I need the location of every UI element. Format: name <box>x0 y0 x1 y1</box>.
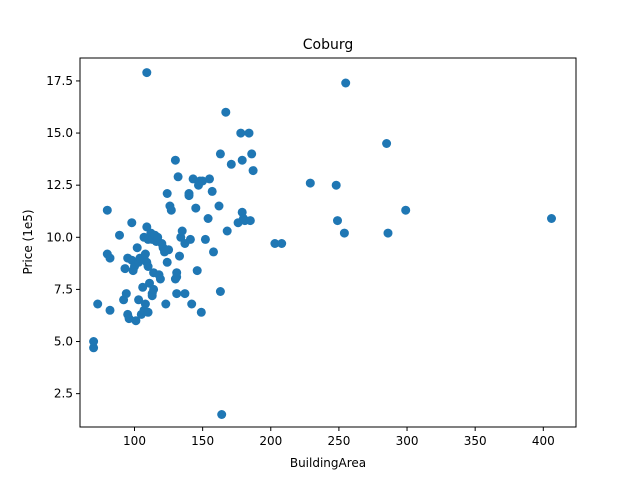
data-point <box>155 274 165 284</box>
y-tick-label: 12.5 <box>46 178 73 192</box>
data-point <box>131 316 141 326</box>
x-tick-label: 300 <box>396 434 419 448</box>
y-tick-label: 15.0 <box>46 126 73 140</box>
data-point <box>277 239 287 248</box>
data-point <box>105 305 115 315</box>
data-point <box>115 230 124 240</box>
data-point <box>124 314 134 324</box>
x-axis-label: BuildingArea <box>290 456 366 470</box>
data-point <box>89 337 99 346</box>
chart-title: Coburg <box>303 37 354 53</box>
data-point <box>175 251 184 261</box>
y-axis-label: Price (1e5) <box>21 209 35 274</box>
data-point <box>247 149 257 159</box>
data-point <box>188 174 198 184</box>
data-point <box>173 172 183 182</box>
data-point <box>127 218 137 228</box>
data-point <box>185 234 195 244</box>
y-tick-label: 2.5 <box>54 387 73 401</box>
data-point <box>382 139 392 148</box>
data-point <box>214 201 224 211</box>
data-point <box>121 289 131 299</box>
data-point <box>170 155 180 165</box>
data-point <box>244 128 254 138</box>
data-point <box>89 343 99 353</box>
data-point <box>222 226 232 236</box>
data-point <box>162 257 172 267</box>
data-point <box>187 299 197 309</box>
data-point <box>164 245 174 255</box>
data-point <box>102 205 112 215</box>
x-tick-label: 400 <box>532 434 555 448</box>
data-point <box>191 203 201 213</box>
data-point <box>209 247 218 257</box>
data-point <box>149 284 159 294</box>
data-point <box>140 299 150 309</box>
data-point <box>333 216 342 226</box>
data-point <box>339 228 349 238</box>
data-point <box>215 287 225 296</box>
y-tick-label: 10.0 <box>46 230 73 244</box>
data-point <box>547 214 556 223</box>
data-point <box>215 149 225 159</box>
x-tick-label: 350 <box>464 434 487 448</box>
x-tick-label: 100 <box>123 434 146 448</box>
plot-frame <box>79 57 577 428</box>
data-point <box>226 159 236 169</box>
data-point <box>331 180 341 190</box>
x-tick-label: 150 <box>191 434 214 448</box>
data-point <box>270 239 280 248</box>
data-point <box>143 307 153 317</box>
data-point <box>207 186 217 196</box>
data-points <box>89 68 556 419</box>
data-point <box>203 214 213 223</box>
data-point <box>172 268 182 278</box>
data-point <box>198 176 208 186</box>
data-point <box>138 282 148 292</box>
data-point <box>132 243 142 253</box>
data-point <box>341 78 351 88</box>
y-tick-label: 17.5 <box>46 74 73 88</box>
data-point <box>166 205 176 215</box>
y-axis-ticks: 2.5 5.0 7.5 10.0 12.5 15.0 17.5 <box>46 74 80 401</box>
data-point <box>180 289 190 299</box>
data-point <box>217 410 227 419</box>
data-point <box>196 307 206 317</box>
data-point <box>237 155 247 165</box>
data-point <box>245 216 255 226</box>
data-point <box>93 299 103 309</box>
x-tick-label: 200 <box>259 434 282 448</box>
data-point <box>161 299 171 309</box>
data-point <box>105 253 115 263</box>
data-point <box>200 234 210 244</box>
data-point <box>140 249 150 259</box>
data-point <box>184 189 194 198</box>
data-point <box>192 266 202 276</box>
data-point <box>305 178 315 188</box>
x-tick-label: 250 <box>327 434 350 448</box>
data-point <box>248 166 258 176</box>
data-point <box>401 205 411 215</box>
data-point <box>120 264 130 274</box>
x-axis-ticks: 100 150 200 250 300 350 400 <box>123 427 555 448</box>
y-tick-label: 7.5 <box>54 282 73 296</box>
data-point <box>142 68 152 78</box>
y-tick-label: 5.0 <box>54 335 73 349</box>
data-point <box>172 289 182 299</box>
data-point <box>236 128 246 138</box>
data-point <box>221 107 231 117</box>
data-point <box>162 189 172 198</box>
data-point <box>205 174 214 184</box>
data-point <box>383 228 393 238</box>
data-point <box>143 262 153 271</box>
data-point <box>177 226 187 236</box>
data-point <box>134 295 144 305</box>
